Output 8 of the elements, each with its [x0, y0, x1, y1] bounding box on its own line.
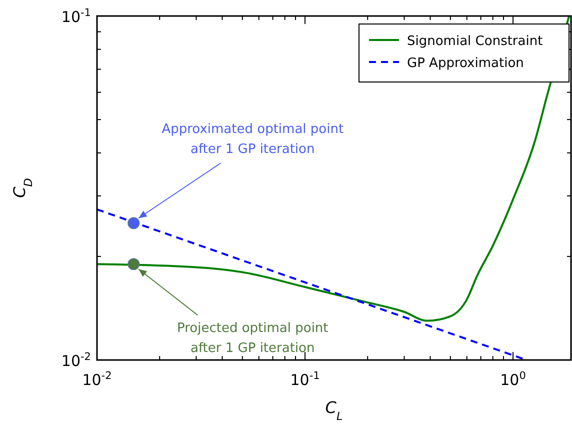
annotation: Projected optimal point after 1 GP iteration [176, 321, 328, 356]
x-tick-label: 10$^{0}$ [500, 370, 526, 389]
legend-label: GP Approximation [407, 56, 524, 71]
x-tick-label: 10$^{-1}$ [290, 370, 320, 389]
x-tick-label: 10$^{-2}$ [82, 370, 112, 389]
x-axis-title: C$_{L}$ [325, 398, 343, 422]
legend-label: Signomial Constraint [407, 34, 543, 49]
annotation: Approximated optimal point after 1 GP iteration [162, 122, 344, 158]
